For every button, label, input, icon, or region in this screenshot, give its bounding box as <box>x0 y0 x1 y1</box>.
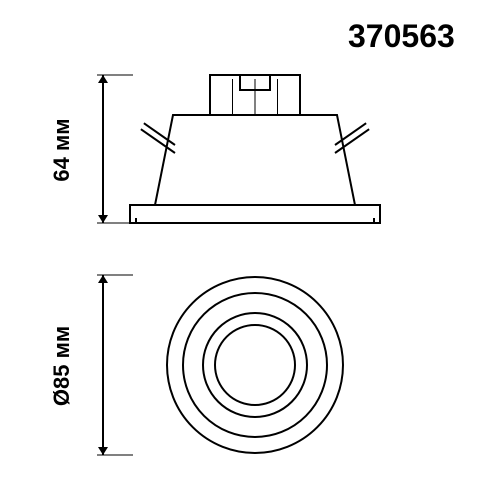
diagram-root: 370563 64 мм Ø85 мм <box>0 0 500 500</box>
technical-drawing <box>0 0 500 500</box>
